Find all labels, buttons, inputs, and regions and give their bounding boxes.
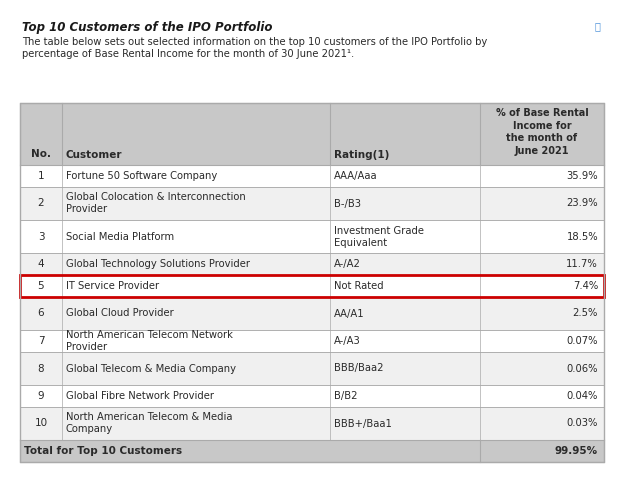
Bar bbox=[20, 220, 62, 253]
Text: 99.95%: 99.95% bbox=[555, 446, 598, 456]
Text: 0.07%: 0.07% bbox=[567, 336, 598, 346]
Bar bbox=[20, 275, 604, 297]
Bar bbox=[20, 275, 62, 297]
Bar bbox=[480, 187, 604, 220]
Bar bbox=[480, 385, 604, 407]
Bar bbox=[480, 165, 604, 187]
Bar bbox=[20, 385, 62, 407]
Text: 0.04%: 0.04% bbox=[567, 391, 598, 401]
Bar bbox=[62, 253, 330, 275]
Bar bbox=[330, 253, 480, 275]
Bar bbox=[480, 253, 604, 275]
Bar bbox=[62, 103, 330, 165]
Text: 23.9%: 23.9% bbox=[567, 199, 598, 209]
Bar bbox=[330, 103, 480, 165]
Bar bbox=[20, 187, 62, 220]
Bar bbox=[480, 220, 604, 253]
Text: Not Rated: Not Rated bbox=[334, 281, 384, 291]
Bar bbox=[20, 407, 62, 440]
Text: No.: No. bbox=[31, 149, 51, 159]
Text: Global Colocation & Interconnection
Provider: Global Colocation & Interconnection Prov… bbox=[66, 193, 246, 214]
Text: 2: 2 bbox=[37, 199, 44, 209]
Bar bbox=[62, 385, 330, 407]
Bar bbox=[330, 165, 480, 187]
Bar bbox=[62, 352, 330, 385]
Bar bbox=[330, 407, 480, 440]
Text: Fortune 50 Software Company: Fortune 50 Software Company bbox=[66, 171, 217, 181]
Bar bbox=[20, 330, 62, 352]
Bar bbox=[20, 440, 480, 462]
Bar bbox=[330, 385, 480, 407]
Bar bbox=[480, 330, 604, 352]
Text: BBB+/Baa1: BBB+/Baa1 bbox=[334, 418, 392, 428]
Bar bbox=[62, 275, 330, 297]
Bar bbox=[330, 275, 480, 297]
Bar bbox=[330, 352, 480, 385]
Text: A-/A2: A-/A2 bbox=[334, 259, 361, 269]
Text: Global Cloud Provider: Global Cloud Provider bbox=[66, 309, 173, 318]
Text: 📷: 📷 bbox=[594, 21, 600, 31]
Text: Investment Grade
Equivalent: Investment Grade Equivalent bbox=[334, 226, 424, 247]
Bar bbox=[62, 220, 330, 253]
Text: IT Service Provider: IT Service Provider bbox=[66, 281, 159, 291]
Bar bbox=[62, 407, 330, 440]
Bar bbox=[480, 352, 604, 385]
Text: 3: 3 bbox=[37, 231, 44, 242]
Bar bbox=[480, 103, 604, 165]
Text: North American Telecom Network
Provider: North American Telecom Network Provider bbox=[66, 330, 233, 352]
Text: BBB/Baa2: BBB/Baa2 bbox=[334, 364, 384, 373]
Text: Global Technology Solutions Provider: Global Technology Solutions Provider bbox=[66, 259, 250, 269]
Text: 10: 10 bbox=[34, 418, 47, 428]
Text: Global Fibre Network Provider: Global Fibre Network Provider bbox=[66, 391, 214, 401]
Bar bbox=[480, 275, 604, 297]
Text: Total for Top 10 Customers: Total for Top 10 Customers bbox=[24, 446, 182, 456]
Text: 1: 1 bbox=[37, 171, 44, 181]
Text: 18.5%: 18.5% bbox=[567, 231, 598, 242]
Bar bbox=[62, 297, 330, 330]
Text: Customer: Customer bbox=[66, 150, 122, 160]
Text: 0.06%: 0.06% bbox=[567, 364, 598, 373]
Text: 11.7%: 11.7% bbox=[566, 259, 598, 269]
Text: Rating(1): Rating(1) bbox=[334, 150, 389, 160]
Text: B-/B3: B-/B3 bbox=[334, 199, 361, 209]
Text: 7: 7 bbox=[37, 336, 44, 346]
Text: 35.9%: 35.9% bbox=[567, 171, 598, 181]
Text: B/B2: B/B2 bbox=[334, 391, 358, 401]
Bar bbox=[480, 440, 604, 462]
Bar bbox=[480, 407, 604, 440]
Text: Top 10 Customers of the IPO Portfolio: Top 10 Customers of the IPO Portfolio bbox=[22, 21, 273, 34]
Bar bbox=[62, 187, 330, 220]
Text: Social Media Platform: Social Media Platform bbox=[66, 231, 174, 242]
Text: % of Base Rental
Income for
the month of
June 2021: % of Base Rental Income for the month of… bbox=[495, 108, 588, 156]
Text: North American Telecom & Media
Company: North American Telecom & Media Company bbox=[66, 412, 233, 435]
Text: 9: 9 bbox=[37, 391, 44, 401]
Bar bbox=[20, 297, 62, 330]
Bar bbox=[20, 253, 62, 275]
Bar bbox=[330, 330, 480, 352]
Bar bbox=[62, 330, 330, 352]
Bar bbox=[20, 352, 62, 385]
Text: 8: 8 bbox=[37, 364, 44, 373]
Bar bbox=[20, 103, 604, 462]
Bar bbox=[20, 165, 62, 187]
Text: The table below sets out selected information on the top 10 customers of the IPO: The table below sets out selected inform… bbox=[22, 37, 487, 47]
Text: percentage of Base Rental Income for the month of 30 June 2021¹.: percentage of Base Rental Income for the… bbox=[22, 49, 354, 59]
Text: 5: 5 bbox=[37, 281, 44, 291]
Text: 6: 6 bbox=[37, 309, 44, 318]
Bar bbox=[480, 297, 604, 330]
Text: 4: 4 bbox=[37, 259, 44, 269]
Bar bbox=[330, 220, 480, 253]
Text: AAA/Aaa: AAA/Aaa bbox=[334, 171, 378, 181]
Bar bbox=[330, 297, 480, 330]
Text: 2.5%: 2.5% bbox=[573, 309, 598, 318]
Text: Global Telecom & Media Company: Global Telecom & Media Company bbox=[66, 364, 236, 373]
Text: 7.4%: 7.4% bbox=[573, 281, 598, 291]
Text: AA/A1: AA/A1 bbox=[334, 309, 364, 318]
Bar bbox=[62, 165, 330, 187]
Bar bbox=[20, 103, 62, 165]
Text: 0.03%: 0.03% bbox=[567, 418, 598, 428]
Text: A-/A3: A-/A3 bbox=[334, 336, 361, 346]
Bar bbox=[330, 187, 480, 220]
